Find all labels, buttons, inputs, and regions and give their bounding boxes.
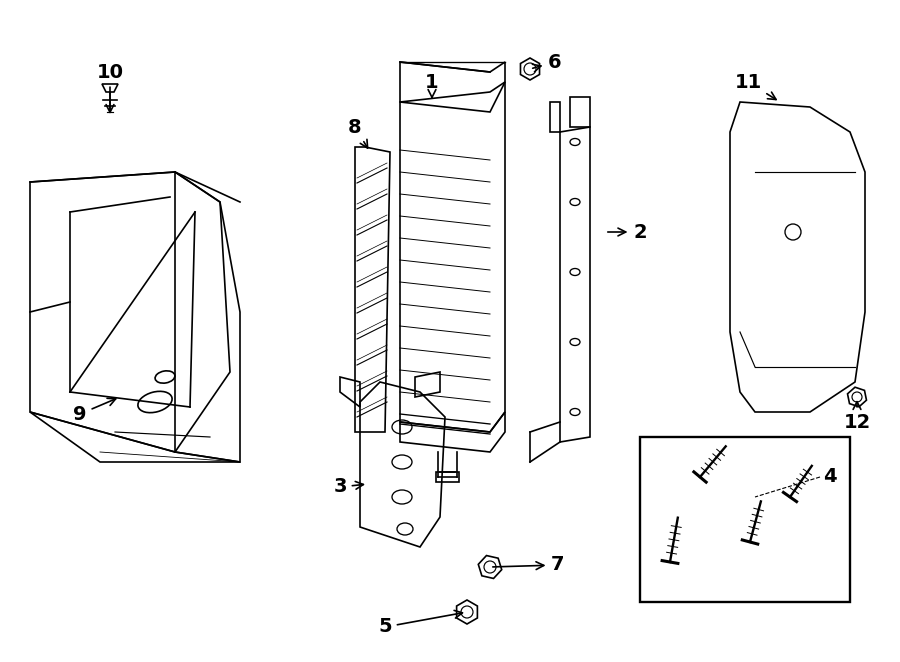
Text: 4: 4	[824, 467, 837, 487]
Text: 8: 8	[348, 117, 367, 148]
Text: 11: 11	[734, 73, 776, 99]
Text: 1: 1	[425, 73, 439, 98]
Bar	[640, 437, 850, 602]
Text: 10: 10	[96, 62, 123, 113]
Text: 3: 3	[333, 477, 364, 496]
Text: 7: 7	[493, 555, 565, 575]
Text: 9: 9	[73, 399, 116, 424]
Text: 2: 2	[608, 222, 647, 242]
Text: 6: 6	[533, 52, 562, 71]
Text: 5: 5	[378, 610, 463, 636]
Text: 12: 12	[843, 402, 870, 432]
